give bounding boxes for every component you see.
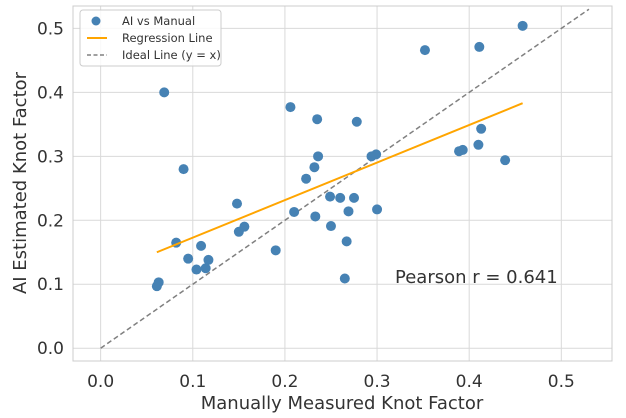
y-axis-label: AI Estimated Knot Factor <box>10 71 31 294</box>
ideal-line <box>100 8 590 349</box>
y-tick-label: 0.2 <box>37 211 64 231</box>
data-point <box>349 192 360 203</box>
y-tick-label: 0.1 <box>37 275 64 295</box>
y-tick-label: 0.5 <box>37 19 64 39</box>
data-point <box>343 206 354 217</box>
data-point <box>351 116 362 127</box>
regression-line <box>156 102 524 254</box>
plot-frame <box>72 5 613 362</box>
series-layer <box>100 8 590 349</box>
legend-label: Ideal Line (y = x) <box>122 48 221 62</box>
data-point <box>191 264 202 275</box>
legend-label: AI vs Manual <box>122 14 195 28</box>
x-axis-label: Manually Measured Knot Factor <box>201 393 484 414</box>
x-tick-label: 0.2 <box>271 372 298 392</box>
x-tick-label: 0.0 <box>87 372 114 392</box>
data-point <box>325 221 336 232</box>
y-tick-label: 0.3 <box>37 147 64 167</box>
data-point <box>178 164 189 175</box>
data-point <box>341 236 352 247</box>
data-point <box>325 191 336 202</box>
data-point <box>476 123 487 134</box>
tick-labels: 0.0 0.1 0.2 0.3 0.4 0.5 0.0 0.1 0.2 0.3 0.4 0.5 <box>37 19 575 392</box>
data-point <box>285 102 296 113</box>
legend-label: Regression Line <box>122 31 213 45</box>
data-point <box>310 211 321 222</box>
legend-marker <box>91 16 101 26</box>
x-tick-label: 0.3 <box>364 372 391 392</box>
legend-box <box>79 9 222 67</box>
data-point <box>203 254 214 265</box>
data-point <box>309 162 320 173</box>
data-point <box>153 277 164 288</box>
data-point <box>301 173 312 184</box>
data-point <box>371 149 382 160</box>
x-tick-label: 0.4 <box>456 372 483 392</box>
y-tick-label: 0.0 <box>37 339 64 359</box>
data-point <box>457 144 468 155</box>
data-point <box>312 114 323 125</box>
data-point <box>183 253 194 264</box>
data-point <box>473 139 484 150</box>
pearson-annotation: Pearson r = 0.641 <box>395 267 558 288</box>
x-tick-label: 0.5 <box>548 372 575 392</box>
data-point <box>335 192 346 203</box>
data-point <box>419 45 430 56</box>
y-tick-label: 0.4 <box>37 83 64 103</box>
data-point <box>517 20 528 31</box>
data-point <box>232 198 243 209</box>
data-point <box>372 204 383 215</box>
data-point <box>474 41 485 52</box>
data-point <box>159 87 170 98</box>
data-point <box>200 263 211 274</box>
data-point <box>289 206 300 217</box>
data-point <box>500 155 511 166</box>
x-tick-label: 0.1 <box>179 372 206 392</box>
data-point <box>339 273 350 284</box>
data-point <box>196 240 207 251</box>
legend: AI vs Manual Regression Line Ideal Line (y… <box>79 9 222 67</box>
data-point <box>313 151 324 162</box>
data-point <box>270 245 281 256</box>
data-point <box>239 221 250 232</box>
